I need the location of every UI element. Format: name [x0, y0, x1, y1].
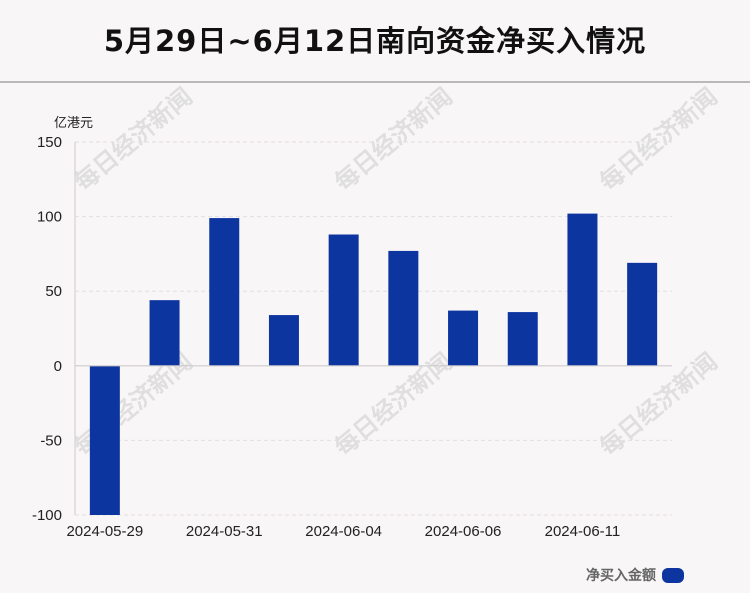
y-tick-label: 150	[37, 134, 62, 151]
title-divider	[0, 81, 750, 83]
y-tick-label: 50	[45, 283, 62, 300]
bar	[388, 250, 419, 366]
bar	[627, 262, 658, 366]
bar	[448, 310, 479, 366]
axes	[74, 142, 672, 515]
legend: 净买入金额	[586, 565, 684, 585]
legend-label: 净买入金额	[586, 568, 656, 584]
bar	[268, 315, 299, 366]
x-tick-label: 2024-05-29	[66, 523, 143, 540]
bar	[149, 300, 180, 366]
chart-title: 5月29日~6月12日南向资金净买入情况	[103, 24, 647, 58]
bar	[89, 365, 120, 515]
bars	[89, 213, 658, 515]
y-axis-unit-label: 亿港元	[54, 116, 94, 131]
bar	[507, 312, 538, 366]
x-axis-ticks: 2024-05-29 2024-05-31 2024-06-04 2024-06-06…	[66, 523, 620, 540]
bar	[209, 218, 240, 366]
bar	[328, 234, 359, 366]
y-tick-label: 100	[37, 209, 62, 226]
x-tick-label: 2024-06-06	[425, 523, 502, 540]
y-tick-label: -50	[40, 432, 62, 449]
x-tick-label: 2024-06-04	[305, 523, 382, 540]
y-axis-ticks: 150 100 50 0 -50 -100	[32, 134, 62, 524]
x-tick-label: 2024-05-31	[186, 523, 263, 540]
bar	[567, 213, 598, 366]
x-tick-label: 2024-06-11	[545, 523, 621, 540]
y-tick-label: -100	[32, 507, 62, 524]
y-tick-label: 0	[54, 358, 62, 375]
legend-swatch	[662, 567, 684, 583]
